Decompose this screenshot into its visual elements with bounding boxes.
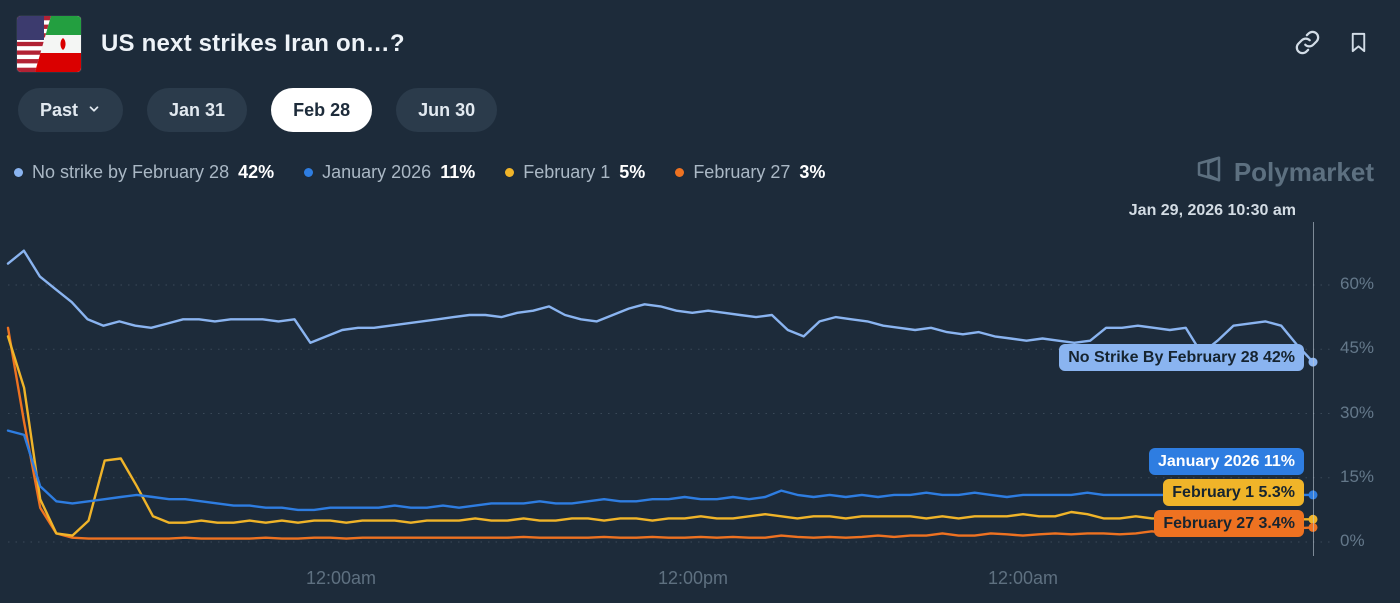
- legend-label: No strike by February 28: [32, 162, 230, 182]
- x-axis-tick: 12:00pm: [657, 568, 729, 588]
- bookmark-icon: [1347, 29, 1370, 59]
- range-dropdown[interactable]: Past: [18, 88, 124, 132]
- legend-item-january-2026[interactable]: January 2026 11%: [304, 162, 475, 183]
- legend-label: February 1: [523, 162, 611, 182]
- legend-dot: [505, 168, 515, 177]
- chart-legend: No strike by February 28 42% January 202…: [0, 144, 1400, 191]
- y-axis-tick: 60%: [1340, 274, 1375, 293]
- polymarket-logo-icon: [1194, 154, 1224, 191]
- cursor-timestamp: Jan 29, 2026 10:30 am: [1128, 202, 1296, 219]
- legend-label: January 2026: [322, 162, 432, 182]
- tab-feb-28[interactable]: Feb 28: [271, 88, 373, 132]
- copy-link-button[interactable]: [1294, 29, 1321, 59]
- polymarket-logo[interactable]: Polymarket: [1194, 154, 1374, 191]
- y-axis-tick: 30%: [1340, 403, 1375, 422]
- market-title: US next strikes Iran on…?: [101, 30, 405, 57]
- range-dropdown-label: Past: [40, 99, 79, 120]
- time-cursor-line: [1313, 222, 1314, 556]
- tab-jun-30[interactable]: Jun 30: [396, 88, 498, 132]
- tab-jan-31[interactable]: Jan 31: [147, 88, 248, 132]
- series-end-label: February 27 3.4%: [1154, 510, 1304, 537]
- x-axis-tick: 12:00am: [305, 568, 377, 588]
- chevron-down-icon: [87, 100, 101, 121]
- legend-value: 11%: [440, 162, 476, 182]
- legend-value: 5%: [619, 162, 646, 182]
- legend-item-no-strike[interactable]: No strike by February 28 42%: [14, 162, 274, 183]
- bookmark-button[interactable]: [1347, 29, 1370, 59]
- legend-label: February 27: [693, 162, 791, 182]
- us-iran-flag-icon: [17, 16, 81, 72]
- series-end-label: No Strike By February 28 42%: [1059, 344, 1304, 371]
- legend-value: 3%: [799, 162, 826, 182]
- legend-item-february-1[interactable]: February 1 5%: [505, 162, 645, 183]
- market-header: US next strikes Iran on…?: [0, 0, 1400, 80]
- y-axis-tick: 0%: [1340, 531, 1365, 550]
- legend-value: 42%: [238, 162, 275, 182]
- legend-dot: [675, 168, 685, 177]
- x-axis-tick: 12:00am: [987, 568, 1059, 588]
- polymarket-wordmark: Polymarket: [1233, 157, 1374, 187]
- y-axis-tick: 45%: [1340, 338, 1375, 357]
- series-end-label: January 2026 11%: [1149, 448, 1304, 475]
- legend-item-february-27[interactable]: February 27 3%: [675, 162, 825, 183]
- link-icon: [1294, 29, 1321, 59]
- series-end-label: February 1 5.3%: [1163, 479, 1304, 506]
- legend-dot: [304, 168, 314, 177]
- legend-dot: [14, 168, 23, 177]
- y-axis-tick: 15%: [1340, 467, 1375, 486]
- date-tabs: Past Jan 31 Feb 28 Jun 30: [0, 80, 1400, 144]
